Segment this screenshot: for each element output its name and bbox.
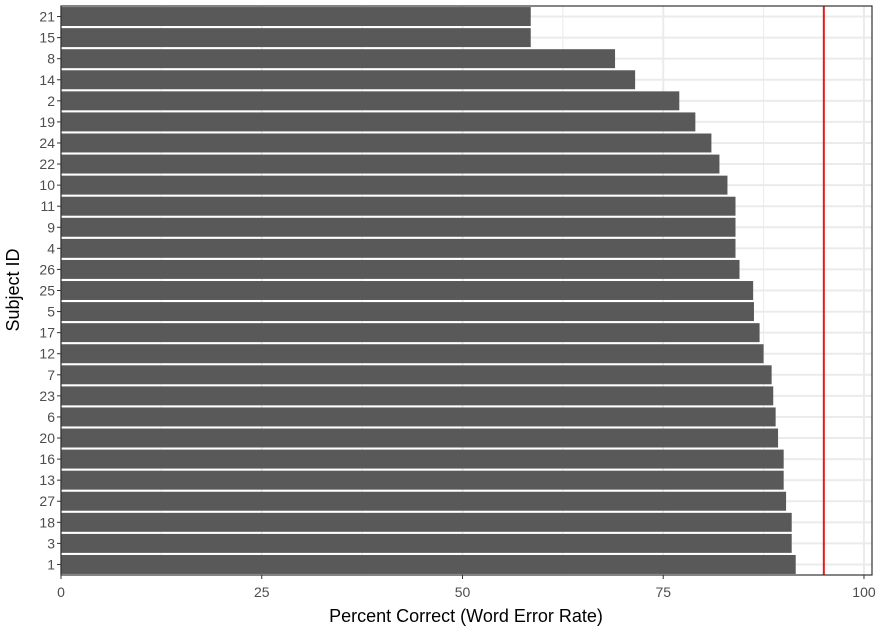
x-axis-title: Percent Correct (Word Error Rate) [329, 606, 603, 626]
bar-subject-10 [61, 175, 728, 195]
y-tick-label: 21 [39, 9, 55, 25]
bar-subject-16 [61, 449, 784, 469]
x-axis-ticks: 0 25 50 75 100 [57, 575, 876, 600]
y-tick-label: 27 [39, 493, 55, 509]
y-tick-label: 25 [39, 283, 55, 299]
y-axis-ticks: 2115814219242210119426255171272362016132… [39, 9, 61, 572]
bars [61, 7, 796, 574]
y-tick-label: 20 [39, 430, 55, 446]
bar-subject-27 [61, 491, 787, 511]
bar-subject-5 [61, 302, 754, 322]
y-tick-label: 22 [39, 156, 55, 172]
x-tick-label: 75 [655, 584, 671, 600]
y-tick-label: 4 [47, 240, 55, 256]
x-tick-label: 0 [57, 584, 65, 600]
x-tick-label: 25 [254, 584, 270, 600]
bar-subject-15 [61, 28, 531, 48]
bar-subject-18 [61, 512, 792, 532]
y-tick-label: 5 [47, 304, 55, 320]
y-tick-label: 2 [47, 93, 55, 109]
bar-subject-25 [61, 281, 754, 300]
y-tick-label: 3 [47, 535, 55, 551]
y-tick-label: 24 [39, 135, 55, 151]
bar-subject-6 [61, 407, 776, 427]
bar-subject-26 [61, 259, 740, 279]
bar-subject-4 [61, 238, 736, 258]
y-tick-label: 19 [39, 114, 55, 130]
x-tick-label: 100 [852, 584, 876, 600]
y-tick-label: 9 [47, 219, 55, 235]
y-tick-label: 8 [47, 51, 55, 67]
y-tick-label: 12 [39, 346, 55, 362]
bar-subject-12 [61, 344, 764, 364]
bar-subject-19 [61, 112, 696, 132]
y-tick-label: 10 [39, 177, 55, 193]
y-axis-title: Subject ID [3, 248, 23, 331]
y-tick-label: 7 [47, 367, 55, 383]
y-tick-label: 15 [39, 30, 55, 46]
y-tick-label: 13 [39, 472, 55, 488]
bar-subject-1 [61, 554, 796, 574]
bar-subject-17 [61, 323, 760, 343]
bar-subject-24 [61, 133, 712, 153]
bar-subject-8 [61, 49, 616, 69]
y-tick-label: 18 [39, 514, 55, 530]
bar-subject-21 [61, 7, 531, 27]
y-tick-label: 16 [39, 451, 55, 467]
bar-subject-14 [61, 70, 636, 90]
y-tick-label: 6 [47, 409, 55, 425]
y-tick-label: 11 [40, 198, 55, 214]
bar-subject-20 [61, 428, 779, 448]
bar-subject-9 [61, 217, 736, 237]
y-tick-label: 23 [39, 388, 55, 404]
bar-subject-2 [61, 91, 680, 111]
bar-subject-3 [61, 533, 792, 553]
bar-subject-23 [61, 386, 774, 406]
y-tick-label: 26 [39, 261, 55, 277]
y-tick-label: 14 [39, 72, 55, 88]
bar-subject-7 [61, 365, 772, 385]
y-tick-label: 17 [39, 325, 55, 341]
x-tick-label: 50 [455, 584, 471, 600]
bar-subject-13 [61, 470, 784, 490]
y-tick-label: 1 [47, 556, 55, 572]
bar-subject-11 [61, 196, 736, 216]
bar-subject-22 [61, 154, 720, 174]
